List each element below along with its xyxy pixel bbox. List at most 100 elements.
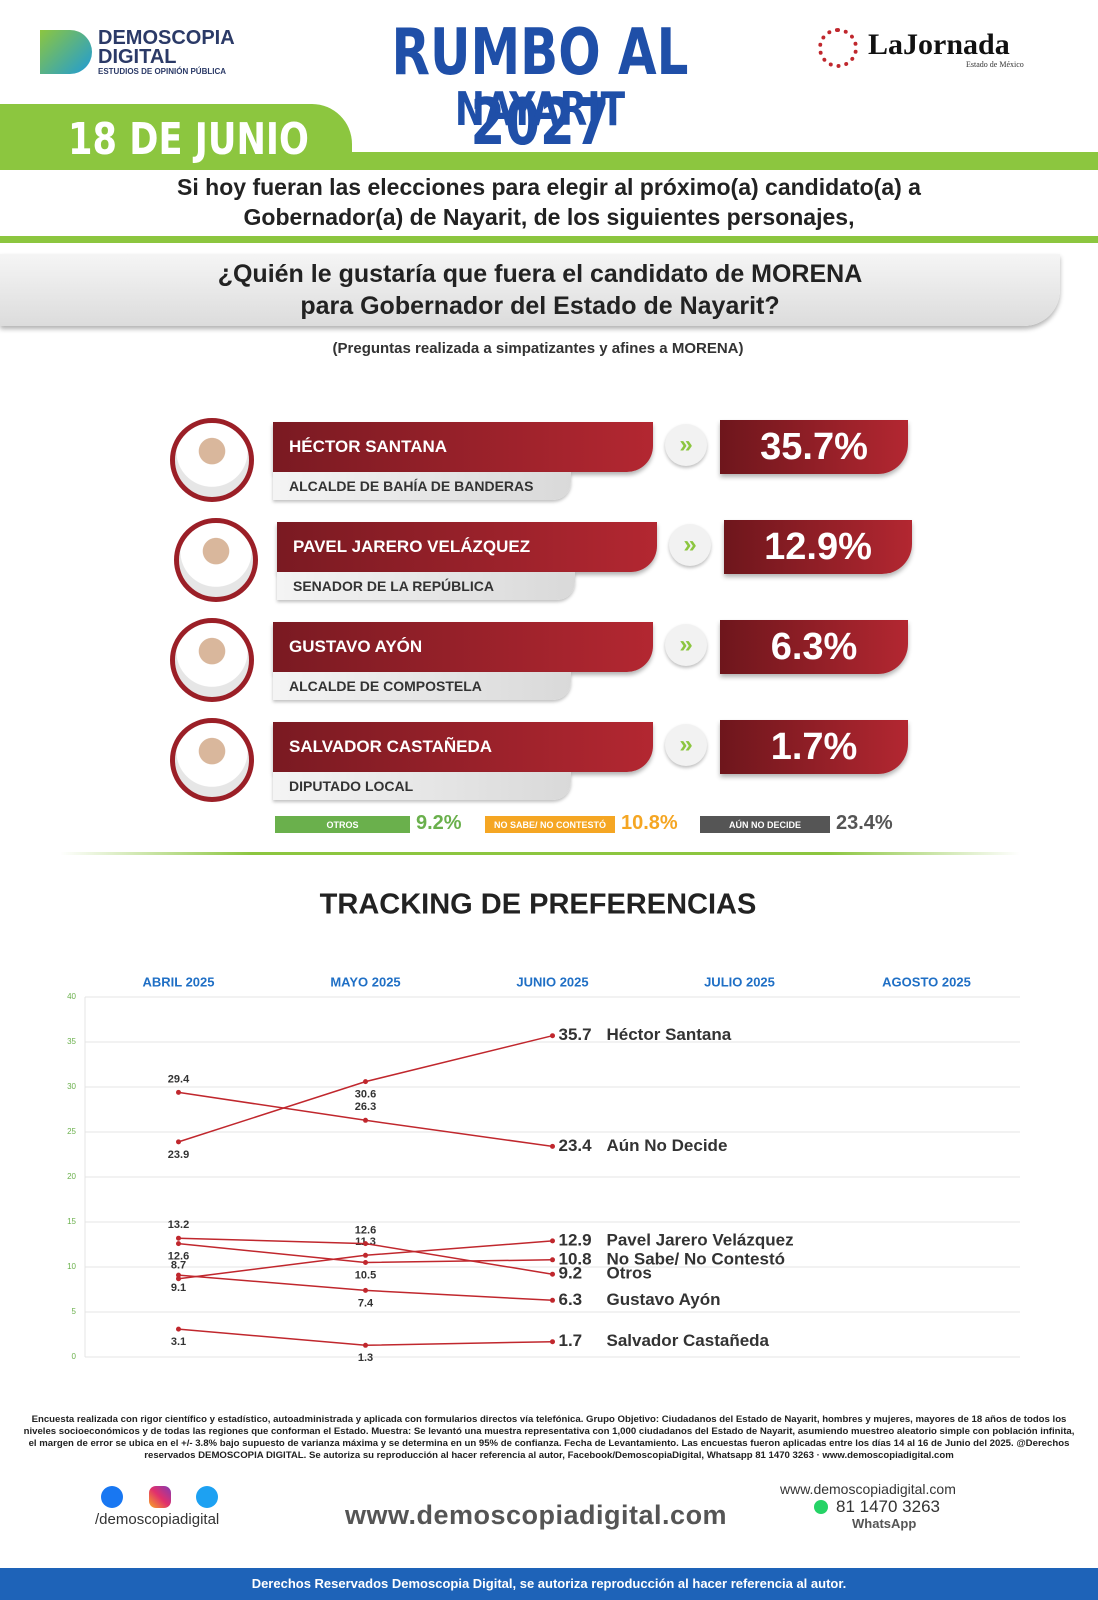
value-label: 12.6 <box>355 1225 376 1237</box>
photo <box>170 618 254 702</box>
point <box>176 1276 181 1282</box>
series-label: Gustavo Ayón <box>607 1290 721 1309</box>
chevron: » <box>665 724 707 766</box>
logo-mark <box>40 30 92 74</box>
x-tick-label: JUNIO 2025 <box>516 974 588 989</box>
point <box>550 1271 555 1277</box>
point <box>176 1241 181 1247</box>
value-label: 23.4 <box>559 1136 593 1155</box>
value-label: 30.6 <box>355 1089 376 1101</box>
candidate-percent: 12.9% <box>724 520 912 574</box>
point <box>363 1342 368 1348</box>
candidate-percent: 1.7% <box>720 720 908 774</box>
title: RUMBO AL 2027 <box>391 16 689 160</box>
chart-title: TRACKING DE PREFERENCIAS <box>320 889 757 921</box>
point <box>550 1257 555 1263</box>
value-label: 1.3 <box>358 1352 373 1364</box>
chevron: » <box>665 624 707 666</box>
brand: DEMOSCOPIA <box>98 27 235 49</box>
x-tick-label: MAYO 2025 <box>330 974 400 989</box>
question-box <box>0 254 1060 326</box>
intro-line: Si hoy fueran las elecciones para elegir… <box>177 174 921 200</box>
value-label: 23.9 <box>168 1149 189 1161</box>
rule <box>0 236 1098 243</box>
series-label: Salvador Castañeda <box>607 1331 770 1350</box>
point <box>363 1079 368 1085</box>
other-label: OTROS <box>275 816 410 833</box>
candidate-percent: 35.7% <box>720 420 908 474</box>
value-label: 35.7 <box>559 1025 592 1044</box>
value-label: 9.1 <box>171 1282 186 1294</box>
value-label: 12.6 <box>168 1251 189 1263</box>
point <box>363 1241 368 1247</box>
point <box>550 1143 555 1149</box>
website: www.demoscopiadigital.com <box>345 1500 728 1530</box>
other-label: AÚN NO DECIDE <box>700 816 830 833</box>
other-percent: 23.4% <box>836 812 893 834</box>
candidate-percent: 6.3% <box>720 620 908 674</box>
y-tick-label: 0 <box>72 1352 77 1361</box>
whatsapp-icon <box>814 1500 828 1514</box>
value-label: 10.5 <box>355 1269 376 1281</box>
candidate-role: ALCALDE DE COMPOSTELA <box>273 672 571 700</box>
y-tick-label: 15 <box>67 1217 76 1226</box>
phone: 81 1470 3263 <box>836 1497 940 1516</box>
value-label: 9.2 <box>559 1264 583 1283</box>
brand: DIGITAL <box>98 46 177 68</box>
candidate-name: HÉCTOR SANTANA <box>273 422 653 472</box>
website-small: www.demoscopiadigital.com <box>780 1481 956 1497</box>
photo <box>170 718 254 802</box>
point <box>363 1287 368 1293</box>
y-tick-label: 30 <box>67 1082 76 1091</box>
partner: LaJornada <box>868 28 1010 61</box>
partner-sub: Estado de México <box>966 60 1024 69</box>
other-label: NO SABE/ NO CONTESTÓ <box>485 816 615 833</box>
candidate-name: SALVADOR CASTAÑEDA <box>273 722 653 772</box>
value-label: 13.2 <box>168 1219 189 1231</box>
photo <box>170 418 254 502</box>
note: (Preguntas realizada a simpatizantes y a… <box>332 340 744 357</box>
value-label: 8.7 <box>171 1260 186 1272</box>
facebook-icon <box>101 1486 123 1508</box>
question-line: para Gobernador del Estado de Nayarit? <box>300 292 780 320</box>
candidate-role: ALCALDE DE BAHÍA DE BANDERAS <box>273 472 571 500</box>
other-percent: 10.8% <box>621 812 678 834</box>
value-label: 12.9 <box>559 1230 592 1249</box>
tracking-chart: TRACKING DE PREFERENCIAS 0 5 10 15 20 25 30 35 4… <box>67 889 1020 1364</box>
point <box>176 1089 181 1095</box>
point <box>176 1272 181 1278</box>
subtitle: NAYARIT <box>454 82 626 136</box>
chevron: » <box>669 524 711 566</box>
x-tick-label: JULIO 2025 <box>704 974 775 989</box>
value-label: 10.8 <box>559 1249 592 1268</box>
series-label: Aún No Decide <box>607 1136 728 1155</box>
point <box>363 1260 368 1265</box>
point <box>550 1339 555 1345</box>
question-line: ¿Quién le gustaría que fuera el candidat… <box>217 260 863 288</box>
point <box>550 1238 555 1244</box>
point <box>550 1033 555 1039</box>
value-label: 1.7 <box>559 1331 583 1350</box>
value-label: 6.3 <box>559 1290 583 1309</box>
value-label: 7.4 <box>358 1297 374 1309</box>
photo <box>174 518 258 602</box>
brand-tagline: ESTUDIOS DE OPINIÓN PÚBLICA <box>98 67 227 76</box>
point <box>363 1117 368 1123</box>
series-label: No Sabe/ No Contestó <box>607 1249 786 1268</box>
point <box>363 1252 368 1258</box>
band <box>0 152 1098 170</box>
y-tick-label: 20 <box>67 1172 76 1181</box>
partner-logo <box>818 28 858 68</box>
intro-line: Gobernador(a) de Nayarit, de los siguien… <box>243 204 855 230</box>
y-tick-label: 10 <box>67 1262 76 1271</box>
series-label: Otros <box>607 1264 652 1283</box>
question: ¿Quién le gustaría que fuera el candidat… <box>0 258 1080 322</box>
y-tick-label: 5 <box>72 1307 77 1316</box>
rights: Derechos Reservados Demoscopia Digital, … <box>251 1576 847 1591</box>
value-label: 29.4 <box>168 1073 190 1085</box>
y-tick-label: 25 <box>67 1127 76 1136</box>
value-label: 3.1 <box>171 1336 186 1348</box>
methodology: Encuesta realizada con rigor científico … <box>23 1414 1075 1461</box>
value-label: 26.3 <box>355 1101 376 1113</box>
